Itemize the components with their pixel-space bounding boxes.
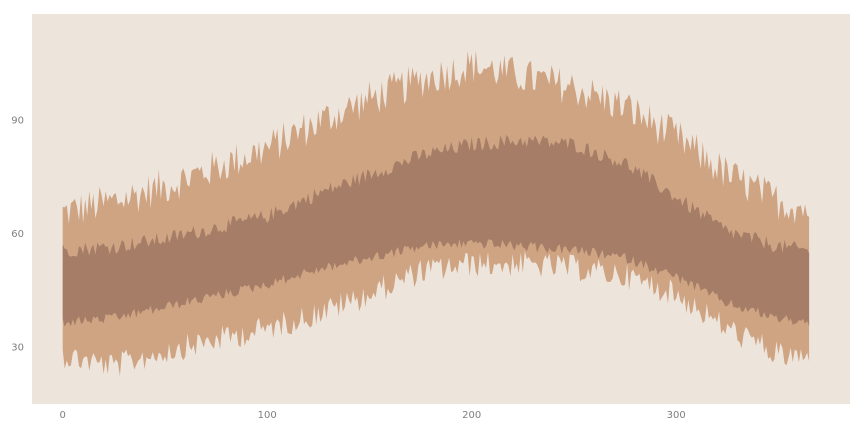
inner-band-path: [62, 134, 810, 327]
y-tick-label: 60: [11, 229, 24, 240]
x-tick-label: 100: [258, 410, 277, 421]
y-tick-label: 90: [11, 116, 24, 127]
inner-range-band: [62, 134, 810, 327]
x-tick-label: 200: [462, 410, 481, 421]
y-tick-label: 30: [11, 343, 24, 354]
x-tick-label: 300: [667, 410, 686, 421]
y-axis-ticks: 30 60 90: [11, 116, 24, 354]
x-axis-ticks: 0 100 200 300: [59, 410, 685, 421]
x-tick-label: 0: [59, 410, 65, 421]
